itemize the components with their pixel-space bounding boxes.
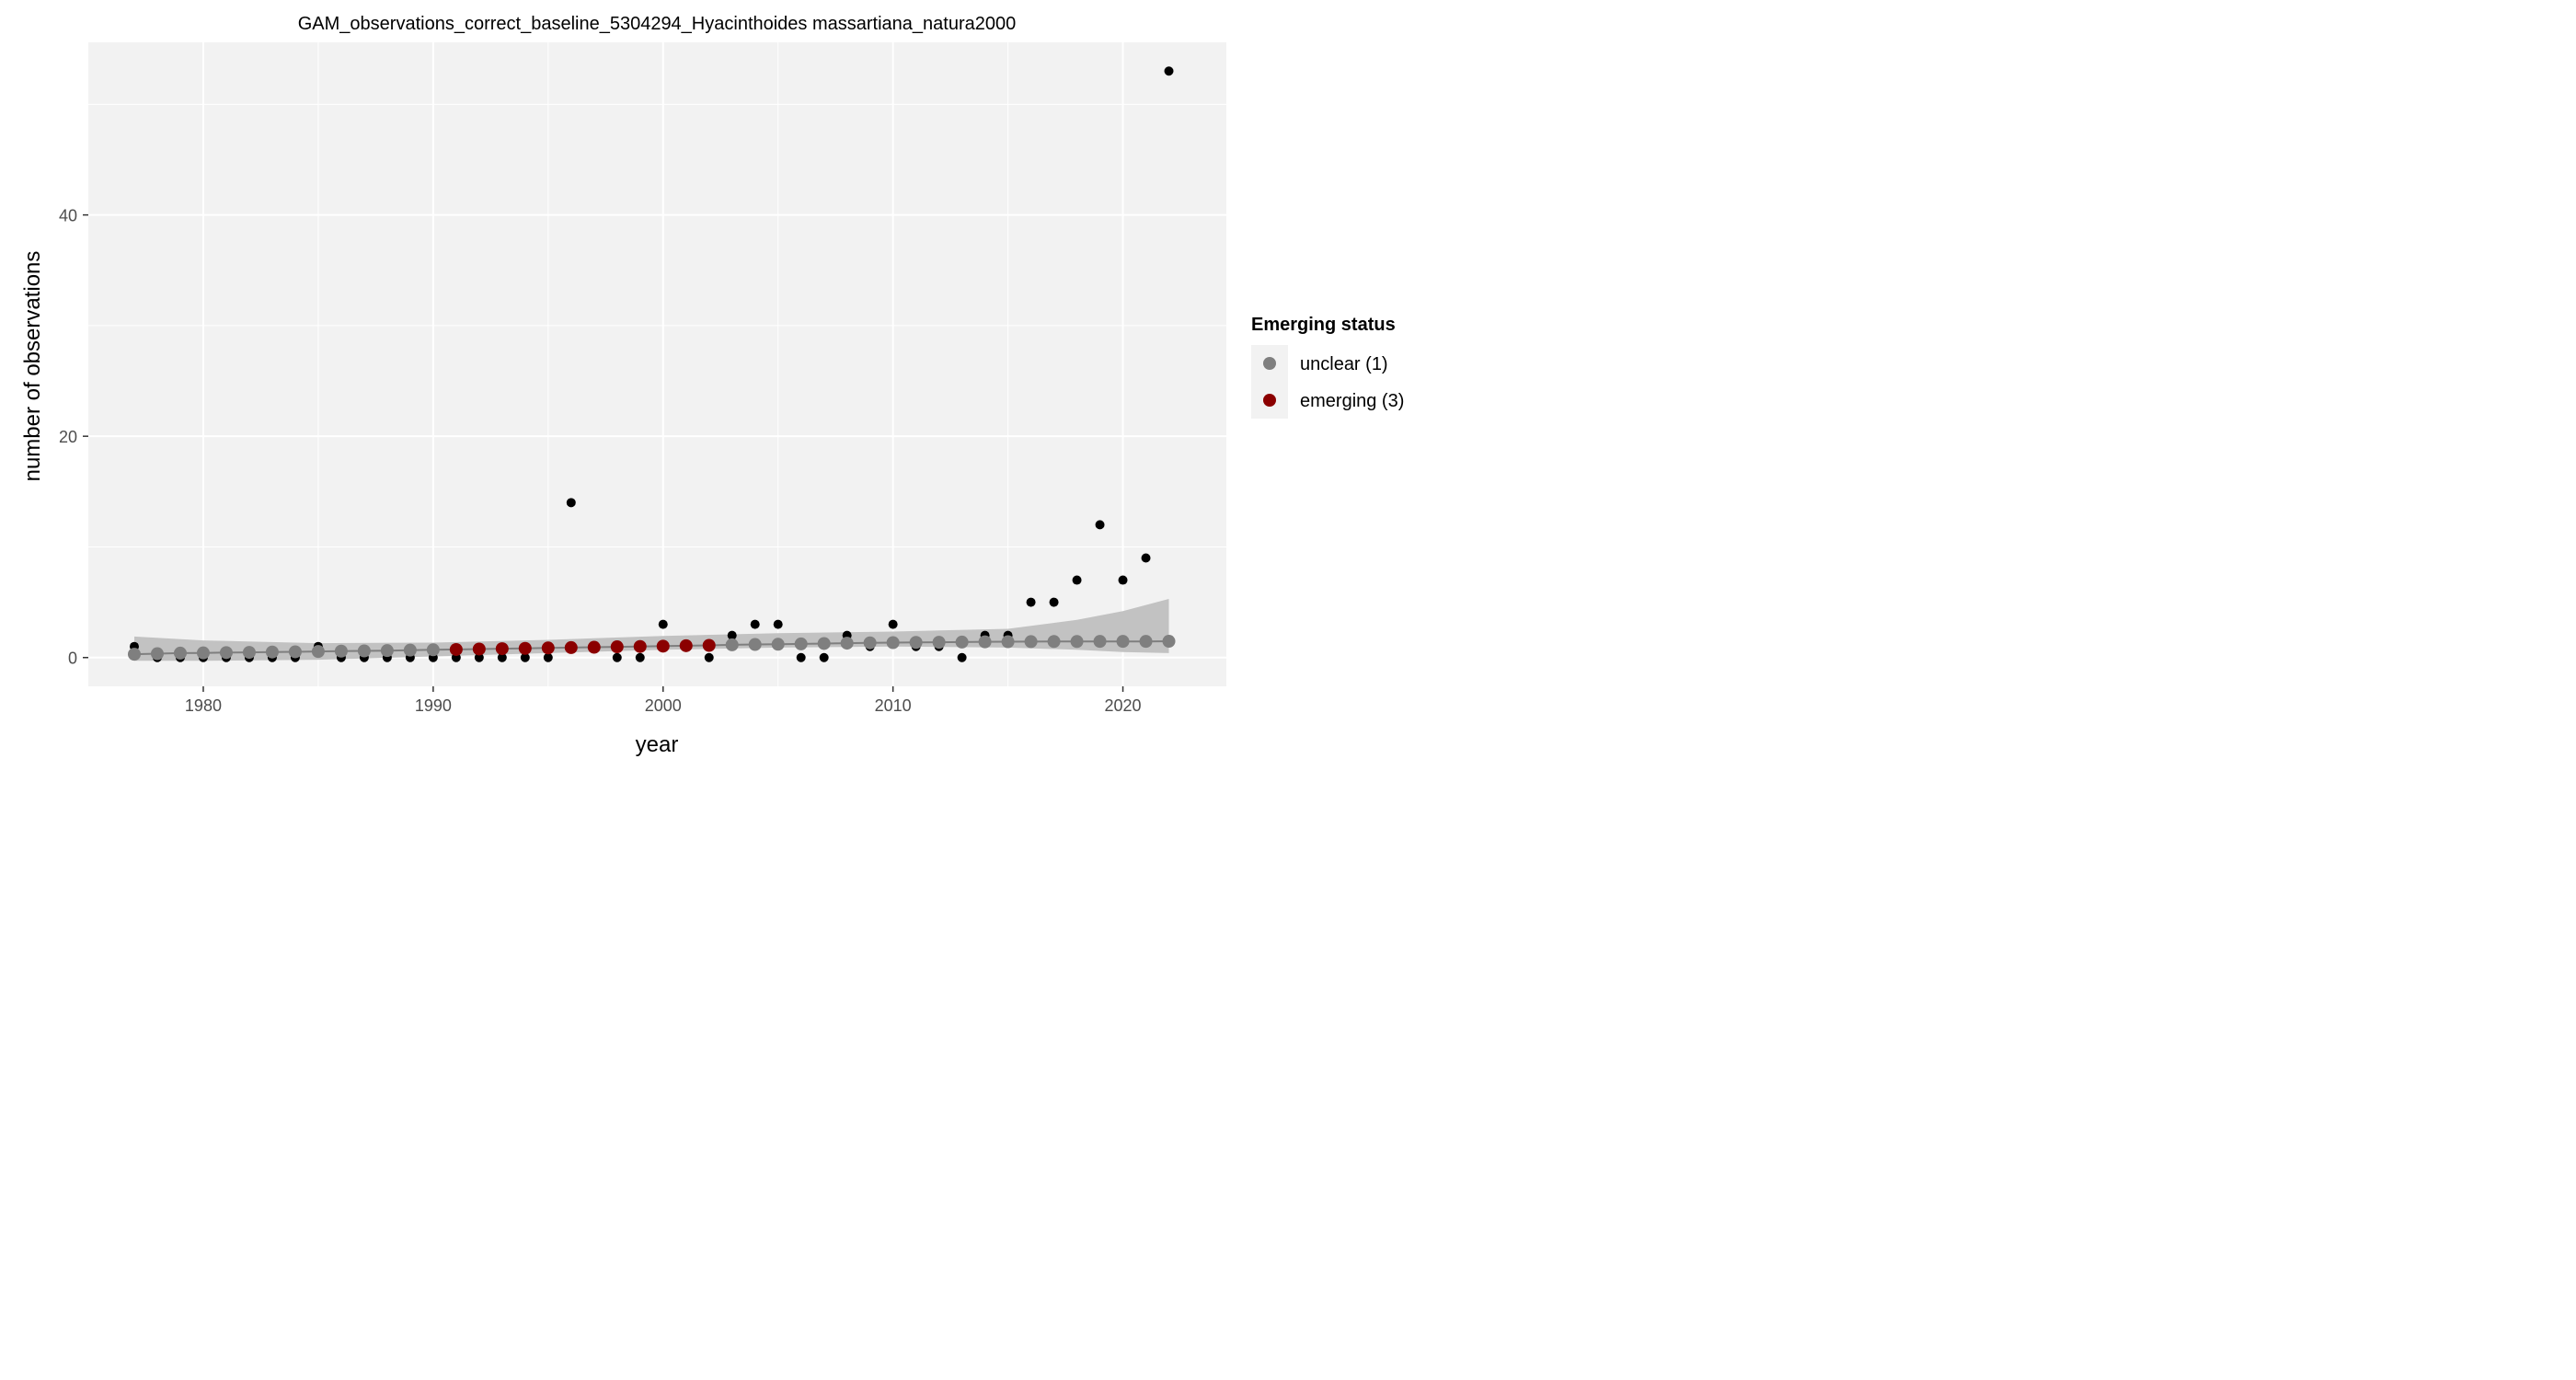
axis-layer: 1980 1990 2000 2010 2020 0 20 40 xyxy=(59,207,1142,715)
fitted-point xyxy=(656,639,670,653)
observed-point xyxy=(796,652,806,662)
x-tick-label: 2020 xyxy=(1105,696,1142,715)
legend-label-unclear: unclear (1) xyxy=(1300,354,1388,374)
fitted-point xyxy=(541,641,555,655)
fitted-point xyxy=(1070,635,1084,649)
y-tick-label: 40 xyxy=(59,207,77,225)
fitted-point xyxy=(1047,635,1061,649)
legend-title: Emerging status xyxy=(1251,315,1396,335)
observed-point xyxy=(1072,575,1082,585)
fitted-point xyxy=(1162,635,1176,649)
fitted-point xyxy=(817,637,831,650)
observed-point xyxy=(1049,597,1059,607)
fitted-point xyxy=(173,646,187,660)
fitted-point xyxy=(702,638,716,652)
fitted-point xyxy=(127,648,141,661)
fitted-point xyxy=(886,636,900,650)
fitted-point xyxy=(1139,635,1153,649)
fitted-point xyxy=(955,635,969,649)
observed-point xyxy=(1141,553,1151,563)
fitted-point xyxy=(357,644,371,658)
x-tick-label: 2010 xyxy=(875,696,912,715)
observed-point xyxy=(1164,66,1174,76)
fitted-point xyxy=(725,638,739,651)
fitted-point xyxy=(288,645,302,659)
observed-point xyxy=(474,652,484,662)
observed-point xyxy=(1095,520,1105,530)
fitted-point xyxy=(495,642,509,656)
fitted-point xyxy=(863,636,877,650)
fitted-point xyxy=(1001,635,1015,649)
fitted-line-layer xyxy=(133,640,1169,656)
fitted-point xyxy=(932,636,946,650)
legend-key-unclear xyxy=(1263,357,1276,370)
observed-point xyxy=(888,619,898,629)
fitted-point xyxy=(909,636,923,650)
grid-major xyxy=(88,42,1226,686)
observed-point xyxy=(1026,597,1036,607)
fitted-point xyxy=(219,646,233,660)
fitted-point xyxy=(518,641,532,655)
y-tick-label: 20 xyxy=(59,428,77,446)
fitted-line xyxy=(133,640,1169,656)
fitted-point xyxy=(771,638,785,651)
fitted-point xyxy=(633,639,647,653)
fitted-point xyxy=(403,643,417,657)
y-tick-label: 0 xyxy=(68,650,77,668)
chart-title: GAM_observations_correct_baseline_530429… xyxy=(298,14,1017,34)
observed-point xyxy=(1118,575,1128,585)
legend-key-emerging xyxy=(1263,394,1276,407)
fitted-point xyxy=(978,635,992,649)
fitted-point xyxy=(426,643,440,657)
fitted-point xyxy=(472,642,486,656)
x-tick-label: 1990 xyxy=(415,696,452,715)
observed-point xyxy=(750,619,760,629)
fitted-point xyxy=(196,646,210,660)
observed-point xyxy=(497,652,507,662)
fitted-point xyxy=(587,640,601,654)
observed-point xyxy=(773,619,783,629)
grid-minor xyxy=(88,42,1226,686)
plot-panel xyxy=(88,42,1226,686)
fitted-points-layer xyxy=(127,635,1176,661)
legend-label-emerging: emerging (3) xyxy=(1300,391,1404,411)
observed-point xyxy=(819,652,829,662)
confidence-band-layer xyxy=(134,599,1169,661)
fitted-point xyxy=(242,646,256,660)
chart-root: 1980 1990 2000 2010 2020 0 20 40 GAM_observatio… xyxy=(0,0,1435,771)
observed-point xyxy=(727,630,737,640)
confidence-band xyxy=(134,599,1169,661)
observed-point xyxy=(704,652,714,662)
observed-point xyxy=(566,498,576,508)
fitted-point xyxy=(748,638,762,651)
observed-point xyxy=(612,652,622,662)
fitted-point xyxy=(265,645,279,659)
fitted-point xyxy=(564,640,578,654)
observed-point xyxy=(520,652,530,662)
x-axis-label: year xyxy=(636,732,679,757)
fitted-point xyxy=(679,638,693,652)
x-tick-label: 1980 xyxy=(185,696,222,715)
legend-key-background xyxy=(1251,345,1288,419)
y-axis-label: number of observations xyxy=(20,251,45,482)
x-tick-label: 2000 xyxy=(645,696,682,715)
observed-point xyxy=(658,619,668,629)
fitted-point xyxy=(1024,635,1038,649)
fitted-point xyxy=(610,640,624,654)
observed-point xyxy=(635,652,645,662)
fitted-point xyxy=(150,647,164,661)
observed-point xyxy=(543,652,553,662)
fitted-point xyxy=(334,644,348,658)
fitted-point xyxy=(311,645,325,659)
fitted-point xyxy=(794,637,808,650)
observed-point xyxy=(957,652,967,662)
fitted-point xyxy=(380,644,394,658)
fitted-point xyxy=(840,637,854,650)
legend: Emerging status unclear (1) emerging (3) xyxy=(1251,315,1404,419)
fitted-point xyxy=(1116,635,1130,649)
fitted-point xyxy=(449,642,463,656)
chart-svg: 1980 1990 2000 2010 2020 0 20 40 GAM_observatio… xyxy=(20,14,1404,757)
fitted-point xyxy=(1093,635,1107,649)
